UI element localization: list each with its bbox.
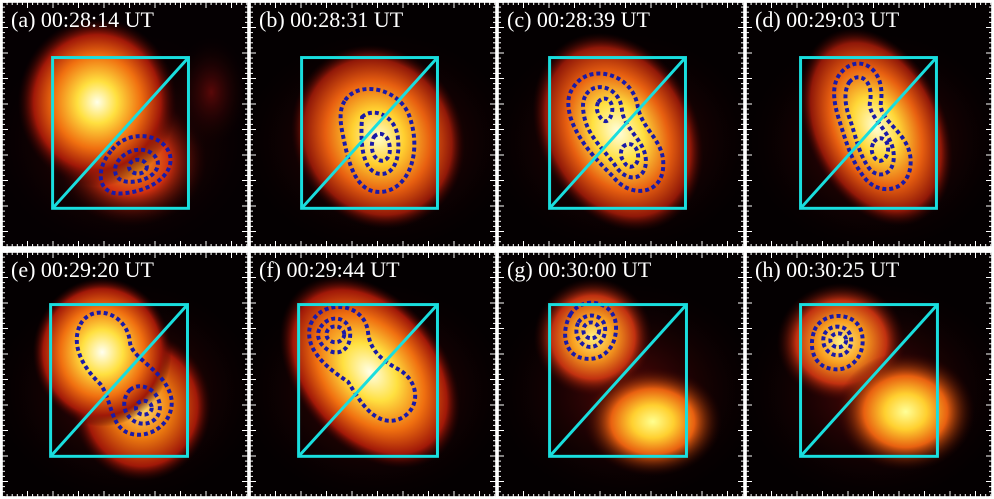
- panel-d-label: (d) 00:29:03 UT: [755, 7, 900, 32]
- panel-h-overlay: [799, 303, 939, 458]
- panel-c: (c) 00:28:39 UT: [498, 2, 744, 247]
- panel-d: (d) 00:29:03 UT: [746, 2, 992, 247]
- panel-a-overlay: [51, 56, 190, 210]
- panel-e-overlay: [49, 303, 189, 458]
- panel-f-overlay: [297, 303, 439, 458]
- panel-c-overlay: [548, 56, 687, 210]
- panel-a: (a) 00:28:14 UT: [2, 2, 248, 247]
- panel-b-image: [251, 3, 495, 246]
- panel-g-label: (g) 00:30:00 UT: [507, 257, 652, 282]
- panel-b: (b) 00:28:31 UT: [250, 2, 496, 247]
- panel-b-label: (b) 00:28:31 UT: [259, 7, 404, 32]
- panel-h: (h) 00:30:25 UT: [746, 252, 992, 497]
- panel-a-label: (a) 00:28:14 UT: [11, 7, 154, 32]
- panel-f-label: (f) 00:29:44 UT: [259, 257, 400, 282]
- panel-a-image: [3, 3, 247, 246]
- panel-g: (g) 00:30:00 UT: [498, 252, 744, 497]
- panel-f: (f) 00:29:44 UT: [250, 252, 496, 497]
- panel-e-label: (e) 00:29:20 UT: [11, 257, 154, 282]
- panel-h-label: (h) 00:30:25 UT: [755, 257, 900, 282]
- panel-b-overlay: [300, 56, 439, 210]
- panel-d-overlay: [799, 56, 938, 210]
- panel-g-overlay: [548, 300, 688, 458]
- panel-e: (e) 00:29:20 UT: [2, 252, 248, 497]
- panel-c-label: (c) 00:28:39 UT: [507, 7, 650, 32]
